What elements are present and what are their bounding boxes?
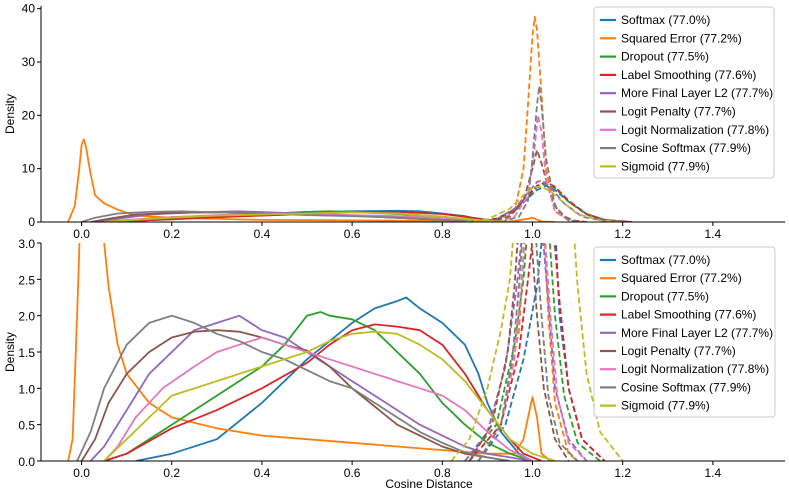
y-tick-label: 20 [22, 108, 36, 122]
line-softmax-solid [135, 296, 533, 461]
x-tick-label: 0.0 [73, 466, 90, 480]
y-tick-label: 3.0 [18, 237, 35, 251]
line-logit-normalization-dashed [477, 243, 588, 461]
line-logit-penalty-dashed [468, 243, 570, 461]
line-softmax-dashed [464, 184, 632, 222]
line-more-final-layer-l2-dashed [469, 179, 623, 222]
line-dropout-dashed [464, 243, 601, 461]
line-label-smoothing-dashed [468, 243, 606, 461]
y-tick-label: 10 [22, 162, 36, 176]
y-tick-label: 2.0 [18, 310, 35, 324]
x-tick-label: 0.8 [434, 227, 451, 241]
y-tick-label: 1.0 [18, 382, 35, 396]
y-tick-label: 30 [22, 55, 36, 69]
x-tick-label: 1.2 [614, 227, 631, 241]
y-tick-label: 1.5 [18, 346, 35, 360]
legend-entry: Logit Normalization (77.8%) [621, 123, 769, 137]
x-tick-label: 1.4 [705, 466, 722, 480]
line-sigmoid-solid [104, 211, 510, 222]
top-density-panel: 0.0 0.2 0.4 0.6 0.8 1.0 1.2 1.4 0 10 20 30 40 Density… [3, 2, 785, 241]
line-dropout-solid [103, 311, 533, 461]
x-tick-label: 1.2 [614, 466, 631, 480]
legend: Softmax (77.0%) Squared Error (77.2%) Drop… [593, 6, 775, 179]
x-tick-label: 1.4 [705, 227, 722, 241]
x-axis-label: Cosine Distance [385, 477, 473, 491]
y-axis-label: Density [3, 332, 17, 372]
line-squared-error-solid [67, 243, 552, 461]
legend-entry: Squared Error (77.2%) [621, 31, 742, 45]
legend-entry: Squared Error (77.2%) [621, 271, 742, 285]
legend-entry: Logit Penalty (77.7%) [621, 344, 736, 358]
legend-entry: Logit Penalty (77.7%) [621, 105, 736, 119]
line-sigmoid-solid [103, 330, 556, 461]
x-tick-label: 0.6 [344, 466, 361, 480]
legend: Softmax (77.0%) Squared Error (77.2%) Drop… [593, 246, 776, 418]
line-cosine-softmax-solid [81, 210, 497, 222]
legend-entry: Label Smoothing (77.6%) [621, 68, 756, 82]
legend-entry: Cosine Softmax (77.9%) [621, 380, 751, 394]
line-squared-error-solid [67, 138, 556, 222]
legend-entry: More Final Layer L2 (77.7%) [621, 86, 773, 100]
legend-box [593, 246, 776, 418]
y-tick-label: 2.5 [18, 273, 35, 287]
legend-box [593, 6, 775, 179]
y-tick-label: 0 [28, 215, 35, 229]
series-lines [67, 243, 624, 461]
legend-entry: Label Smoothing (77.6%) [621, 308, 756, 322]
x-tick-label: 1.0 [524, 227, 541, 241]
x-tick-label: 0.0 [73, 227, 90, 241]
line-squared-error-dashed [477, 243, 579, 461]
legend-entry: Dropout (77.5%) [621, 289, 709, 303]
series-lines [67, 15, 632, 222]
x-tick-label: 0.8 [434, 466, 451, 480]
legend-entry: Dropout (77.5%) [621, 50, 709, 64]
line-sigmoid-dashed [450, 243, 624, 461]
x-tick-label: 0.4 [254, 466, 271, 480]
line-cosine-softmax-solid [76, 314, 511, 461]
x-tick-label: 0.2 [163, 466, 180, 480]
line-cosine-softmax-dashed [477, 243, 579, 461]
line-logit-normalization-solid [103, 336, 533, 461]
x-tick-label: 0.6 [344, 227, 361, 241]
x-tick-label: 0.4 [254, 227, 271, 241]
legend-entry: Logit Normalization (77.8%) [621, 362, 769, 376]
y-tick-label: 0.0 [18, 455, 35, 469]
line-cosine-softmax-dashed [500, 85, 578, 222]
legend-entry: Sigmoid (77.9%) [621, 399, 710, 413]
legend-entry: Softmax (77.0%) [621, 13, 710, 27]
legend-entry: Sigmoid (77.9%) [621, 159, 710, 173]
x-tick-label: 1.0 [524, 466, 541, 480]
y-axis-label: Density [3, 94, 17, 134]
bottom-density-panel: 0.0 0.2 0.4 0.6 0.8 1.0 1.2 1.4 0.0 0.5 1.0 1.5 2.0 2… [3, 237, 785, 491]
legend-entry: Softmax (77.0%) [621, 253, 710, 267]
y-tick-label: 40 [22, 2, 36, 16]
legend-entry: Cosine Softmax (77.9%) [621, 141, 751, 155]
legend-entry: More Final Layer L2 (77.7%) [621, 326, 773, 340]
x-tick-label: 0.2 [163, 227, 180, 241]
y-tick-label: 0.5 [18, 419, 35, 433]
line-logit-normalization-dashed [496, 114, 578, 222]
line-sigmoid-dashed [464, 185, 623, 222]
